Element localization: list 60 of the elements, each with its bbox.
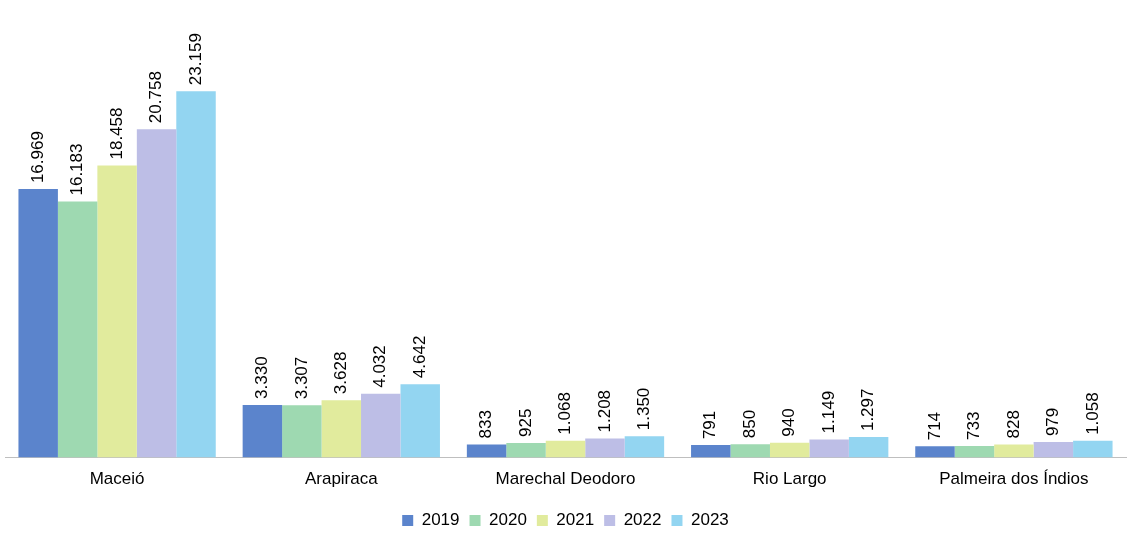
x-tick-label: Rio Largo — [752, 469, 827, 489]
data-label: 979 — [1043, 407, 1063, 437]
data-label: 3.330 — [252, 356, 272, 399]
data-label: 16.183 — [67, 143, 87, 196]
bar — [466, 444, 507, 458]
bar — [242, 404, 283, 458]
data-label: 850 — [739, 409, 759, 439]
legend-label: 2022 — [623, 510, 662, 530]
data-label: 1.350 — [634, 387, 654, 431]
data-label: 828 — [1003, 410, 1023, 439]
bar — [1073, 440, 1113, 458]
bar — [57, 201, 98, 458]
bar — [400, 384, 440, 458]
bar — [954, 446, 995, 458]
x-tick-label: Maceió — [89, 469, 145, 489]
bar — [915, 446, 955, 458]
legend-label: 2021 — [556, 510, 595, 530]
bar — [282, 405, 322, 458]
legend-label: 2020 — [489, 510, 527, 530]
data-label: 3.307 — [291, 356, 311, 400]
bar — [1033, 442, 1074, 458]
bar — [136, 129, 177, 458]
bar — [624, 436, 665, 458]
data-label: 1.208 — [594, 389, 614, 433]
bar — [321, 400, 362, 458]
legend-label: 2019 — [421, 510, 460, 530]
bar — [848, 437, 889, 458]
x-tick-label: Marechal Deodoro — [495, 469, 636, 489]
bar — [994, 444, 1034, 458]
data-label: 833 — [476, 410, 496, 439]
bar — [809, 439, 849, 458]
legend-label: 2023 — [690, 510, 729, 530]
data-label: 940 — [779, 408, 799, 437]
data-label: 1.297 — [858, 388, 878, 432]
data-label: 4.032 — [370, 345, 390, 388]
x-tick-label: Arapiraca — [304, 469, 379, 489]
bar — [176, 91, 216, 458]
data-label: 18.458 — [106, 107, 126, 160]
bar — [361, 393, 401, 458]
bar — [506, 442, 546, 458]
bar — [97, 165, 137, 458]
x-tick-label: Palmeira dos Índios — [939, 469, 1089, 489]
data-label: 1.068 — [555, 392, 575, 435]
data-label: 1.149 — [818, 390, 838, 434]
data-label: 714 — [924, 411, 944, 441]
data-label: 16.969 — [27, 131, 47, 184]
bar — [545, 440, 586, 458]
bar — [730, 444, 770, 458]
bar — [691, 445, 731, 458]
data-label: 791 — [700, 410, 720, 440]
data-label: 4.642 — [409, 335, 429, 379]
data-label: 1.058 — [1082, 392, 1102, 435]
bar — [769, 442, 810, 458]
bar — [18, 189, 58, 458]
data-label: 733 — [964, 411, 984, 440]
data-label: 23.159 — [185, 33, 205, 86]
data-label: 925 — [515, 408, 535, 437]
data-label: 20.758 — [146, 71, 166, 124]
data-label: 3.628 — [330, 351, 350, 395]
bar — [585, 438, 625, 458]
